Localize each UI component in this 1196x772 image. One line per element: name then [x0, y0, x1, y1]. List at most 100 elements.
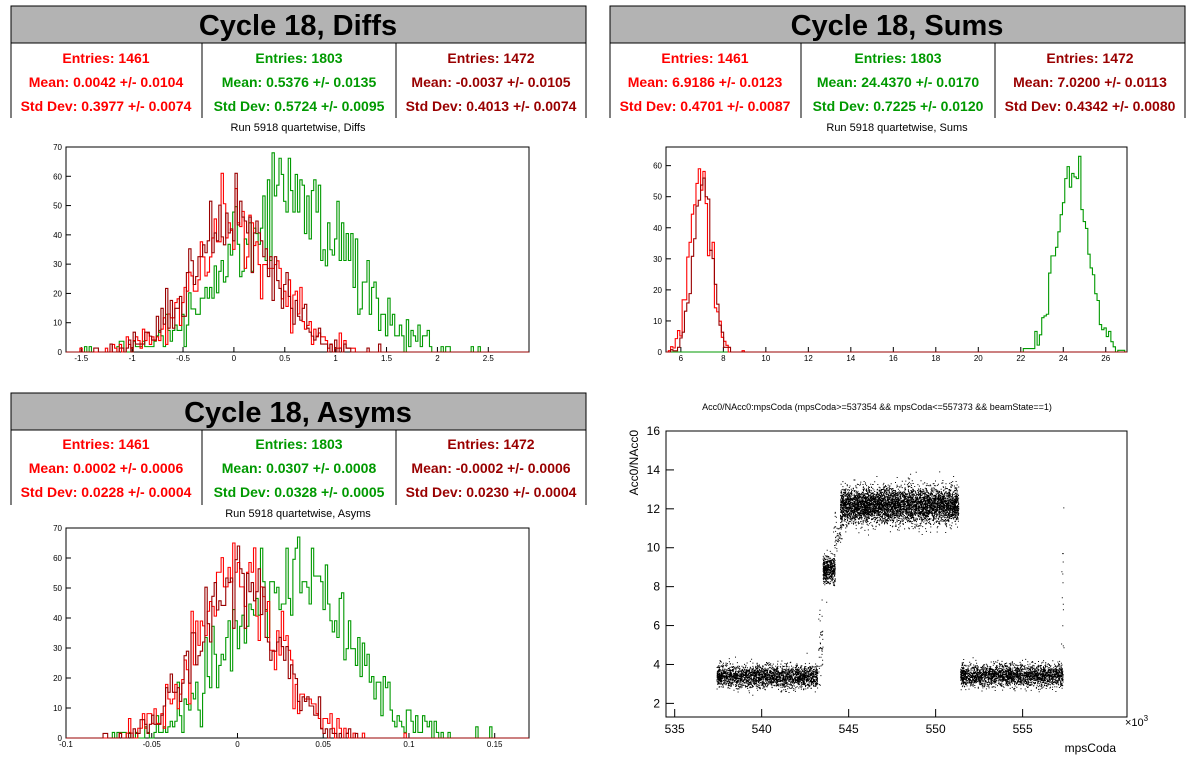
diffs-y-tick-label: 30	[53, 260, 62, 269]
asyms-y-tick-label: 50	[53, 584, 62, 593]
scatter-x-tick-label: 535	[665, 722, 685, 736]
sums-plot: 6 8 10 12 14 16 18 20 22 24 26 0 10 20 30 40 50 60	[653, 146, 1128, 363]
asyms-darkred-std: Std Dev: 0.0230 +/- 0.0004	[406, 484, 577, 500]
diffs-red-entries: Entries: 1461	[62, 50, 149, 66]
asyms-y-tick-label: 10	[53, 704, 62, 713]
asyms-x-tick-label: 0	[235, 740, 240, 749]
diffs-frame	[65, 146, 530, 353]
asyms-y-tick-label: 0	[58, 734, 63, 743]
diffs-header-bar	[10, 5, 587, 44]
sums-y-tick-label: 20	[653, 286, 662, 295]
asyms-darkred-mean: Mean: -0.0002 +/- 0.0006	[411, 460, 570, 476]
sums-stats-box: Entries: 1461 Mean: 6.9186 +/- 0.0123 St…	[609, 42, 1186, 118]
sums-y-tick-label: 60	[653, 162, 662, 171]
diffs-y-tick-label: 0	[58, 348, 63, 357]
scatter-cluster-6	[1061, 507, 1065, 649]
scatter-points	[822, 549, 836, 603]
asyms-frame	[65, 527, 530, 739]
sums-histogram-green	[666, 155, 1127, 353]
asyms-histogram-green	[66, 536, 529, 739]
diffs-green-std: Std Dev: 0.5724 +/- 0.0095	[214, 98, 385, 114]
diffs-panel-title: Cycle 18, Diffs	[199, 10, 397, 42]
asyms-histogram-red	[66, 542, 529, 739]
asyms-x-tick-label: 0.1	[403, 740, 415, 749]
scatter-points	[818, 599, 824, 686]
asyms-y-tick-label: 40	[53, 614, 62, 623]
scatter-points	[716, 652, 819, 696]
asyms-green-mean: Mean: 0.0307 +/- 0.0008	[222, 460, 377, 476]
scatter-cluster-2	[822, 549, 836, 603]
sums-x-tick-label: 18	[931, 354, 940, 363]
scatter-frame	[665, 430, 1128, 718]
diffs-x-tick-label: 1.5	[381, 354, 393, 363]
diffs-green-entries: Entries: 1803	[255, 50, 342, 66]
sums-x-tick-label: 22	[1016, 354, 1025, 363]
sums-x-tick-label: 14	[846, 354, 855, 363]
diffs-y-tick-label: 40	[53, 231, 62, 240]
diffs-x-tick-label: -1.5	[74, 354, 88, 363]
diffs-x-tick-label: -1	[129, 354, 137, 363]
sums-red-std: Std Dev: 0.4701 +/- 0.0087	[620, 98, 791, 114]
scatter-cluster-0	[716, 652, 819, 696]
scatter-y-tick-label: 10	[647, 541, 661, 555]
scatter-x-axis-label: mpsCoda	[1065, 741, 1117, 755]
diffs-y-tick-label: 50	[53, 202, 62, 211]
sums-red-mean: Mean: 6.9186 +/- 0.0123	[628, 74, 783, 90]
sums-header-bar	[609, 5, 1186, 44]
diffs-plot: -1.5 -1 -0.5 0 0.5 1 1.5 2 2.5 0 10 20 30 40 50 60 70	[53, 143, 530, 363]
scatter-x-tick-label: 555	[1013, 722, 1033, 736]
asyms-y-tick-label: 20	[53, 674, 62, 683]
asyms-y-tick-label: 60	[53, 554, 62, 563]
asyms-green-std: Std Dev: 0.0328 +/- 0.0005	[214, 484, 385, 500]
sums-x-tick-label: 26	[1101, 354, 1110, 363]
scatter-y-tick-label: 16	[647, 424, 661, 438]
asyms-histogram-darkred	[66, 545, 529, 739]
asyms-panel: Cycle 18, Asyms Entries: 1461 Mean: 0.00…	[10, 392, 587, 749]
asyms-plot-title: Run 5918 quartetwise, Asyms	[225, 508, 371, 520]
scatter-x-tick-label: 545	[839, 722, 859, 736]
asyms-stats-box: Entries: 1461 Mean: 0.0002 +/- 0.0006 St…	[10, 429, 587, 505]
scatter-panel: Acc0/NAcc0:mpsCoda (mpsCoda>=537354 && m…	[627, 402, 1149, 755]
scatter-plot-title: Acc0/NAcc0:mpsCoda (mpsCoda>=537354 && m…	[702, 402, 1052, 412]
asyms-darkred-entries: Entries: 1472	[447, 436, 534, 452]
scatter-y-tick-label: 6	[653, 619, 660, 633]
diffs-darkred-std: Std Dev: 0.4013 +/- 0.0074	[406, 98, 577, 114]
sums-x-tick-label: 24	[1059, 354, 1068, 363]
diffs-y-tick-label: 60	[53, 172, 62, 181]
sums-darkred-std: Std Dev: 0.4342 +/- 0.0080	[1005, 98, 1176, 114]
diffs-plot-title: Run 5918 quartetwise, Diffs	[231, 122, 366, 134]
asyms-red-mean: Mean: 0.0002 +/- 0.0006	[29, 460, 184, 476]
sums-red-entries: Entries: 1461	[661, 50, 748, 66]
diffs-panel: Cycle 18, Diffs Entries: 1461 Mean: 0.00…	[10, 5, 587, 363]
sums-x-tick-label: 20	[974, 354, 983, 363]
scatter-x-multiplier: ×103	[1125, 714, 1149, 729]
sums-green-mean: Mean: 24.4370 +/- 0.0170	[817, 74, 979, 90]
diffs-darkred-mean: Mean: -0.0037 +/- 0.0105	[411, 74, 570, 90]
asyms-y-tick-label: 70	[53, 524, 62, 533]
sums-darkred-mean: Mean: 7.0200 +/- 0.0113	[1013, 74, 1167, 90]
diffs-green-mean: Mean: 0.5376 +/- 0.0135	[222, 74, 377, 90]
diffs-red-mean: Mean: 0.0042 +/- 0.0104	[29, 74, 184, 90]
diffs-stats-box: Entries: 1461 Mean: 0.0042 +/- 0.0104 St…	[10, 42, 587, 118]
scatter-cluster-1	[818, 599, 824, 686]
scatter-plot: 535 540 545 550 555 2 4 6 8 10 12 14 16	[647, 424, 1128, 736]
sums-y-tick-label: 30	[653, 255, 662, 264]
diffs-x-tick-label: 1	[333, 354, 338, 363]
sums-y-tick-label: 50	[653, 193, 662, 202]
sums-x-tick-label: 12	[804, 354, 813, 363]
sums-panel-title: Cycle 18, Sums	[791, 10, 1004, 42]
scatter-y-axis-label: Acc0/NAcc0	[627, 430, 641, 496]
asyms-x-tick-label: -0.05	[143, 740, 162, 749]
scatter-cluster-5	[960, 657, 1064, 693]
diffs-y-tick-label: 10	[53, 319, 62, 328]
sums-x-tick-label: 6	[679, 354, 684, 363]
sums-x-tick-label: 16	[889, 354, 898, 363]
scatter-y-tick-label: 12	[647, 502, 661, 516]
sums-y-tick-label: 40	[653, 224, 662, 233]
diffs-y-tick-label: 70	[53, 143, 62, 152]
asyms-red-std: Std Dev: 0.0228 +/- 0.0004	[21, 484, 192, 500]
scatter-points	[840, 471, 960, 536]
scatter-points	[1061, 507, 1065, 649]
scatter-x-tick-label: 540	[752, 722, 772, 736]
diffs-histogram-green	[66, 152, 529, 353]
